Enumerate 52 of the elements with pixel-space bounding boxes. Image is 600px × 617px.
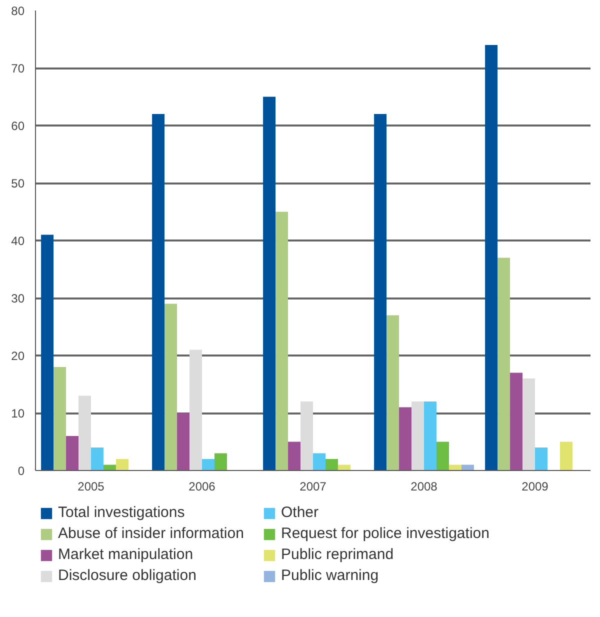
y-tick-label: 60 [11, 119, 25, 133]
bar [498, 258, 510, 470]
bar [300, 402, 313, 470]
bar [214, 453, 227, 470]
bar [386, 315, 400, 470]
bar [485, 45, 498, 470]
bar [510, 372, 523, 470]
bar [190, 350, 202, 470]
bar [91, 448, 104, 470]
x-tick-label: 2007 [300, 480, 327, 494]
bar [288, 442, 301, 470]
x-tick-label: 2006 [188, 480, 216, 494]
bar [41, 234, 54, 470]
bar [412, 402, 424, 470]
legend-label: Public reprimand [281, 546, 395, 563]
bar [66, 436, 79, 470]
bar [263, 96, 276, 470]
y-tick-label: 40 [11, 234, 25, 248]
legend-label: Request for police investigation [281, 525, 490, 542]
bar [424, 402, 436, 470]
bar [164, 304, 178, 470]
legend-label: Disclosure obligation [58, 567, 198, 584]
x-tick-label: 2008 [410, 480, 438, 494]
x-tick-label: 2009 [522, 480, 549, 494]
y-tick-label: 50 [11, 176, 25, 190]
bar [116, 459, 128, 470]
y-tick-label: 30 [11, 292, 25, 306]
bar [54, 367, 66, 470]
legend-label: Market manipulation [58, 546, 194, 563]
bar [177, 413, 190, 470]
bar [276, 212, 288, 470]
bar [202, 459, 214, 470]
bar [522, 378, 535, 470]
bar [325, 459, 338, 470]
bar [560, 442, 572, 470]
y-tick-label: 10 [11, 406, 25, 420]
legend-label: Public warning [281, 567, 380, 584]
y-tick-label: 70 [11, 62, 25, 76]
x-tick-label: 2005 [78, 480, 105, 494]
bar [535, 448, 548, 470]
bar [399, 407, 412, 470]
legend-label: Abuse of insider information [58, 525, 245, 542]
bar [313, 453, 326, 470]
legend-label: Other [281, 504, 320, 521]
y-tick-label: 0 [18, 464, 25, 478]
y-tick-label: 80 [11, 4, 25, 18]
bar [152, 114, 165, 470]
bar [374, 114, 387, 470]
bar [436, 442, 449, 470]
bar [78, 396, 91, 470]
y-tick-label: 20 [11, 349, 25, 363]
legend-label: Total investigations [58, 504, 186, 521]
